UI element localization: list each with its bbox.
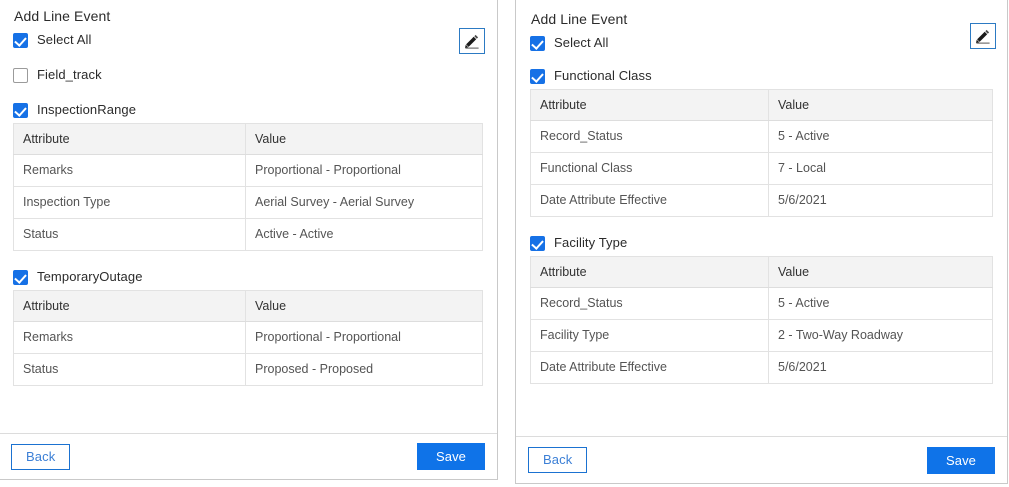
checkbox-row-facility-type[interactable]: Facility Type (530, 235, 993, 251)
cell-attribute: Record_Status (530, 287, 769, 320)
cell-value: 5 - Active (768, 120, 993, 153)
column-header-value: Value (245, 290, 483, 322)
checkbox-row-inspectionrange[interactable]: InspectionRange (13, 102, 483, 118)
attribute-table-facility-type: Attribute Value Record_Status 5 - Active… (530, 256, 993, 384)
panel-footer-left: Back Save (0, 433, 497, 479)
cell-value: Proportional - Proportional (245, 154, 483, 187)
column-header-attribute: Attribute (530, 89, 769, 121)
panel-body-right: Add Line Event Select All (516, 0, 1007, 436)
panel-body-left: Add Line Event Select All (0, 0, 497, 433)
panel-footer-right: Back Save (516, 436, 1007, 483)
attribute-table-temporaryoutage: Attribute Value Remarks Proportional - P… (13, 290, 483, 386)
save-button[interactable]: Save (416, 443, 485, 470)
table-row[interactable]: Date Attribute Effective 5/6/2021 (530, 184, 993, 217)
column-header-attribute: Attribute (530, 256, 769, 288)
checkbox-row-field-track[interactable]: Field_track (13, 67, 483, 83)
table-header-row: Attribute Value (13, 290, 483, 322)
cell-value: Active - Active (245, 218, 483, 251)
table-row[interactable]: Inspection Type Aerial Survey - Aerial S… (13, 186, 483, 219)
page-title: Add Line Event (14, 8, 111, 24)
table-row[interactable]: Record_Status 5 - Active (530, 120, 993, 153)
select-all-checkbox[interactable] (530, 35, 545, 51)
cell-value: Proportional - Proportional (245, 321, 483, 354)
cell-value: Proposed - Proposed (245, 353, 483, 386)
edit-pencil-button[interactable] (970, 23, 996, 49)
field-track-checkbox[interactable] (13, 67, 28, 83)
attribute-table-inspectionrange: Attribute Value Remarks Proportional - P… (13, 123, 483, 251)
table-row[interactable]: Record_Status 5 - Active (530, 287, 993, 320)
add-line-event-panel-right: Add Line Event Select All (515, 0, 1008, 484)
edit-pencil-button[interactable] (459, 28, 485, 54)
inspectionrange-checkbox[interactable] (13, 102, 28, 118)
cell-value: 7 - Local (768, 152, 993, 185)
facility-type-checkbox[interactable] (530, 235, 545, 251)
spacer (13, 404, 483, 406)
table-header-row: Attribute Value (530, 89, 993, 121)
save-button[interactable]: Save (926, 446, 995, 474)
checkbox-row-select-all[interactable]: Select All (13, 32, 483, 48)
field-track-label: Field_track (37, 67, 102, 82)
add-line-event-panel-left: Add Line Event Select All (0, 0, 498, 480)
cell-attribute: Record_Status (530, 120, 769, 153)
back-button[interactable]: Back (528, 447, 588, 473)
table-row[interactable]: Remarks Proportional - Proportional (13, 154, 483, 187)
attribute-table-functional-class: Attribute Value Record_Status 5 - Active… (530, 89, 993, 217)
spacer (530, 402, 993, 404)
table-row[interactable]: Date Attribute Effective 5/6/2021 (530, 351, 993, 384)
pencil-icon (464, 33, 480, 49)
cell-attribute: Status (13, 353, 246, 386)
facility-type-label: Facility Type (554, 235, 628, 250)
column-header-value: Value (768, 256, 993, 288)
functional-class-label: Functional Class (554, 68, 652, 83)
checkbox-row-temporaryoutage[interactable]: TemporaryOutage (13, 269, 483, 285)
cell-attribute: Inspection Type (13, 186, 246, 219)
checkbox-row-functional-class[interactable]: Functional Class (530, 68, 993, 84)
cell-attribute: Facility Type (530, 319, 769, 352)
column-header-attribute: Attribute (13, 290, 246, 322)
select-all-label: Select All (37, 32, 92, 47)
column-header-attribute: Attribute (13, 123, 246, 155)
cell-attribute: Status (13, 218, 246, 251)
table-row[interactable]: Status Proposed - Proposed (13, 353, 483, 386)
table-row[interactable]: Facility Type 2 - Two-Way Roadway (530, 319, 993, 352)
column-header-value: Value (245, 123, 483, 155)
cell-value: 5/6/2021 (768, 184, 993, 217)
cell-attribute: Remarks (13, 154, 246, 187)
temporaryoutage-checkbox[interactable] (13, 269, 28, 285)
column-header-value: Value (768, 89, 993, 121)
table-header-row: Attribute Value (530, 256, 993, 288)
select-all-label: Select All (554, 35, 609, 50)
back-button[interactable]: Back (11, 443, 71, 470)
table-row[interactable]: Status Active - Active (13, 218, 483, 251)
cell-attribute: Date Attribute Effective (530, 351, 769, 384)
table-row[interactable]: Functional Class 7 - Local (530, 152, 993, 185)
temporaryoutage-label: TemporaryOutage (37, 269, 143, 284)
inspectionrange-label: InspectionRange (37, 102, 137, 117)
cell-value: 2 - Two-Way Roadway (768, 319, 993, 352)
cell-value: 5 - Active (768, 287, 993, 320)
checkbox-row-select-all[interactable]: Select All (530, 35, 993, 51)
cell-attribute: Remarks (13, 321, 246, 354)
select-all-checkbox[interactable] (13, 32, 28, 48)
table-row[interactable]: Remarks Proportional - Proportional (13, 321, 483, 354)
cell-attribute: Date Attribute Effective (530, 184, 769, 217)
cell-value: Aerial Survey - Aerial Survey (245, 186, 483, 219)
cell-value: 5/6/2021 (768, 351, 993, 384)
cell-attribute: Functional Class (530, 152, 769, 185)
functional-class-checkbox[interactable] (530, 68, 545, 84)
pencil-icon (975, 28, 991, 44)
table-header-row: Attribute Value (13, 123, 483, 155)
page-title: Add Line Event (531, 11, 628, 27)
